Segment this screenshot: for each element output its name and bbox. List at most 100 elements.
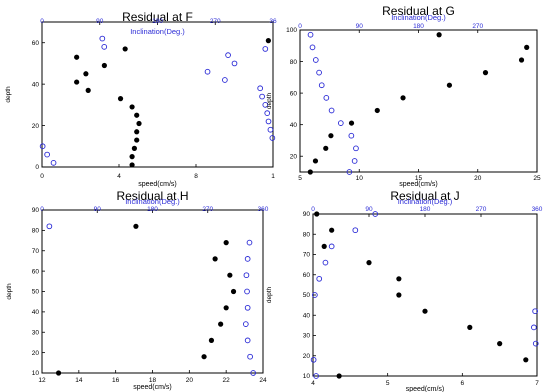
- y-tick-label: 40: [290, 122, 298, 129]
- x2-tick-label: 90: [96, 18, 104, 25]
- inclination-point: [244, 256, 251, 262]
- speed-point: [223, 240, 229, 246]
- inclination-point: [337, 120, 344, 126]
- inclination-point: [352, 227, 359, 234]
- speed-point: [396, 276, 402, 282]
- y-tick-label: 30: [303, 333, 311, 340]
- x2-tick-label: 0: [40, 18, 44, 25]
- speed-point: [129, 104, 135, 110]
- speed-point: [422, 308, 428, 314]
- inclination-point: [269, 135, 276, 141]
- speed-point: [117, 96, 124, 102]
- x2-axis-label: Inclination(Deg.): [125, 197, 180, 206]
- x-tick-label: 22: [223, 377, 231, 384]
- y-tick-label: 20: [303, 353, 311, 360]
- y-tick-label: 10: [32, 370, 40, 377]
- x2-tick-label: 180: [420, 206, 431, 213]
- y-tick-label: 20: [290, 153, 298, 160]
- inclination-point: [316, 275, 323, 282]
- x-tick-label: 5: [298, 175, 302, 182]
- speed-point: [134, 137, 140, 143]
- speed-point: [122, 46, 128, 52]
- x-tick-label: 16: [112, 377, 120, 384]
- speed-point: [321, 243, 327, 249]
- speed-point: [329, 227, 335, 233]
- speed-point: [129, 154, 135, 160]
- x-tick-label: 6: [461, 380, 465, 387]
- x2-axis-label: Inclination(Deg.): [391, 13, 446, 22]
- speed-point: [208, 337, 215, 343]
- x-axis-label: speed(cm/s): [406, 386, 445, 392]
- speed-point: [212, 256, 218, 262]
- speed-point: [223, 305, 229, 311]
- inclination-point: [265, 118, 272, 125]
- x2-tick-label: 90: [365, 206, 373, 213]
- x-tick-label: 0: [40, 173, 44, 180]
- x-axis-label: speed(cm/s): [138, 181, 177, 188]
- plot-frame: [41, 209, 264, 374]
- x-tick-label: 4: [117, 173, 121, 180]
- y-tick-label: 60: [32, 268, 40, 275]
- speed-point: [101, 62, 107, 69]
- y-tick-label: 100: [286, 27, 297, 34]
- inclination-point: [348, 132, 355, 139]
- x-tick-label: 4: [311, 380, 315, 387]
- x-axis-label: speed(cm/s): [133, 384, 172, 391]
- inclination-point: [328, 243, 335, 250]
- inclination-point: [101, 44, 108, 50]
- chart-title: Residual at F: [122, 10, 193, 24]
- speed-point: [129, 162, 135, 168]
- inclination-point: [50, 160, 57, 166]
- speed-point: [467, 324, 473, 330]
- inclination-point: [222, 77, 228, 83]
- y-axis-label: depth: [266, 286, 273, 303]
- x-tick-label: 8: [194, 173, 198, 180]
- inclination-point: [250, 370, 257, 376]
- inclination-point: [264, 110, 271, 116]
- inclination-point: [346, 169, 353, 175]
- speed-point: [74, 79, 80, 85]
- speed-point: [230, 288, 237, 295]
- x-tick-label: 25: [533, 175, 541, 182]
- inclination-point: [328, 107, 335, 114]
- inclination-point: [44, 151, 50, 158]
- speed-point: [85, 87, 91, 93]
- inclination-point: [531, 324, 537, 331]
- inclination-point: [316, 69, 322, 76]
- x-tick-label: 12: [38, 377, 46, 384]
- speed-point: [133, 223, 139, 229]
- y-tick-label: 20: [32, 123, 40, 130]
- speed-point: [374, 107, 380, 114]
- speed-point: [396, 292, 402, 298]
- y-tick-label: 50: [32, 289, 40, 296]
- x2-tick-label: 0: [311, 206, 315, 213]
- speed-point: [482, 70, 489, 76]
- x2-tick-label: 0: [40, 206, 44, 213]
- x-tick-label: 5: [386, 380, 390, 387]
- y-tick-label: 0: [35, 164, 39, 171]
- speed-point: [83, 71, 89, 77]
- y-axis-label: depth: [266, 92, 273, 109]
- speed-point: [74, 54, 80, 60]
- inclination-point: [244, 304, 251, 311]
- speed-point: [336, 373, 342, 379]
- inclination-point: [231, 60, 238, 67]
- x-tick-label: 10: [356, 175, 364, 182]
- y-tick-label: 10: [303, 373, 311, 380]
- inclination-point: [310, 356, 317, 363]
- y-tick-label: 70: [32, 248, 40, 255]
- x2-axis-label: Inclination(Deg.): [130, 27, 185, 36]
- plot-frame: [299, 29, 538, 173]
- speed-point: [218, 321, 224, 327]
- x2-axis-label: Inclination(Deg.): [398, 197, 453, 206]
- inclination-point: [225, 52, 231, 58]
- speed-point: [136, 120, 142, 127]
- speed-point: [524, 44, 530, 50]
- x2-tick-label: 270: [202, 206, 213, 213]
- inclination-point: [243, 272, 250, 279]
- inclination-point: [246, 239, 253, 246]
- y-tick-label: 90: [32, 207, 40, 214]
- x-tick-label: 14: [75, 377, 83, 384]
